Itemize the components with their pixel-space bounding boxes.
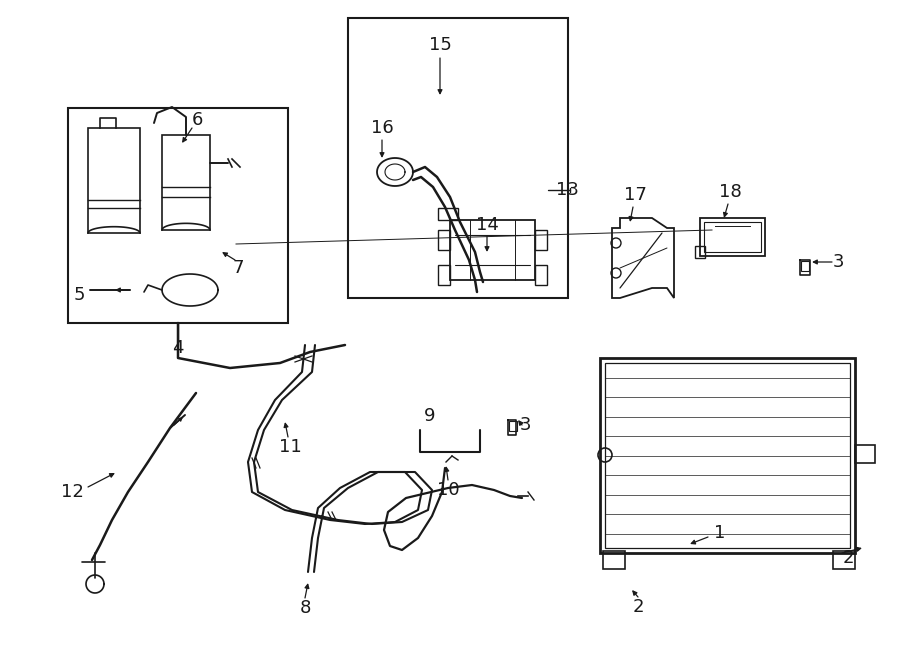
Bar xyxy=(348,18,568,298)
Bar xyxy=(605,363,850,548)
Bar xyxy=(535,230,547,250)
Bar xyxy=(695,246,705,258)
Bar xyxy=(509,421,517,431)
Bar xyxy=(603,551,625,569)
Text: 6: 6 xyxy=(192,111,202,129)
Bar xyxy=(450,220,535,280)
Text: 9: 9 xyxy=(424,407,436,425)
Text: 10: 10 xyxy=(436,481,459,499)
Text: 5: 5 xyxy=(73,286,85,304)
Bar xyxy=(855,445,875,463)
Text: 1: 1 xyxy=(715,524,725,542)
Text: 13: 13 xyxy=(555,181,579,199)
Bar xyxy=(438,208,458,220)
Text: 17: 17 xyxy=(624,186,646,204)
Bar xyxy=(801,261,809,271)
Bar xyxy=(704,222,761,252)
Text: 2: 2 xyxy=(842,549,854,567)
Bar xyxy=(162,135,210,230)
Text: 4: 4 xyxy=(172,339,184,357)
Bar xyxy=(438,265,450,285)
Bar xyxy=(438,230,450,250)
Text: 3: 3 xyxy=(519,416,531,434)
Bar xyxy=(535,265,547,285)
Text: 11: 11 xyxy=(279,438,302,456)
Text: 18: 18 xyxy=(718,183,742,201)
Bar xyxy=(700,218,765,256)
Bar xyxy=(68,108,288,323)
Text: 16: 16 xyxy=(371,119,393,137)
Text: 15: 15 xyxy=(428,36,452,54)
Text: 7: 7 xyxy=(232,259,244,277)
Bar xyxy=(600,358,855,553)
Text: 14: 14 xyxy=(475,216,499,234)
Text: 3: 3 xyxy=(832,253,844,271)
Bar xyxy=(833,551,855,569)
Text: 2: 2 xyxy=(632,598,644,616)
Text: 8: 8 xyxy=(300,599,310,617)
Bar xyxy=(88,128,140,233)
Text: 12: 12 xyxy=(60,483,84,501)
